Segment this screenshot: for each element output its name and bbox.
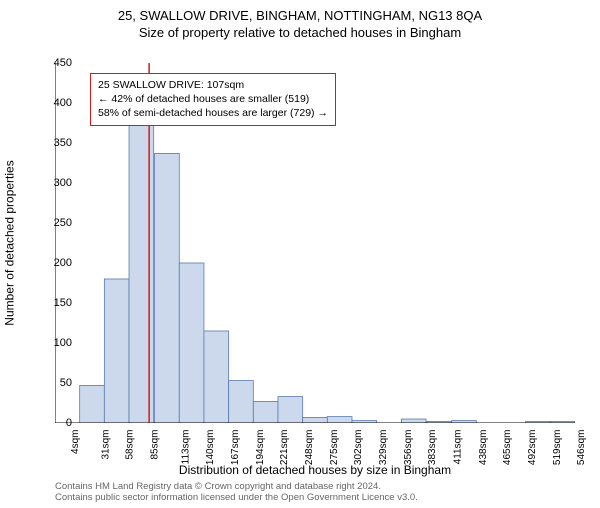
x-tick: 411sqm bbox=[452, 430, 463, 465]
x-tick: 248sqm bbox=[304, 430, 315, 466]
x-tick: 383sqm bbox=[427, 430, 438, 466]
chart-title: 25, SWALLOW DRIVE, BINGHAM, NOTTINGHAM, … bbox=[0, 8, 600, 23]
footer-credits: Contains HM Land Registry data © Crown c… bbox=[55, 482, 418, 504]
x-tick: 546sqm bbox=[576, 430, 587, 466]
y-tick: 400 bbox=[32, 97, 72, 109]
chart-container: 25, SWALLOW DRIVE, BINGHAM, NOTTINGHAM, … bbox=[0, 8, 600, 508]
x-tick: 465sqm bbox=[502, 430, 513, 466]
x-tick: 492sqm bbox=[527, 430, 538, 466]
x-tick: 519sqm bbox=[552, 430, 563, 466]
y-tick: 50 bbox=[32, 377, 72, 389]
x-tick: 329sqm bbox=[378, 430, 389, 466]
annotation-line3: 58% of semi-detached houses are larger (… bbox=[98, 106, 328, 120]
x-tick: 85sqm bbox=[150, 430, 161, 460]
y-tick: 350 bbox=[32, 137, 72, 149]
x-tick: 302sqm bbox=[353, 430, 364, 466]
annotation-box: 25 SWALLOW DRIVE: 107sqm ← 42% of detach… bbox=[90, 73, 336, 126]
footer-line2: Contains public sector information licen… bbox=[55, 493, 418, 504]
x-axis-label: Distribution of detached houses by size … bbox=[55, 463, 575, 477]
y-tick: 100 bbox=[32, 337, 72, 349]
x-tick: 194sqm bbox=[255, 430, 266, 466]
annotation-line1: 25 SWALLOW DRIVE: 107sqm bbox=[98, 78, 328, 92]
annotation-line2: ← 42% of detached houses are smaller (51… bbox=[98, 92, 328, 106]
y-tick: 200 bbox=[32, 257, 72, 269]
x-tick: 221sqm bbox=[279, 430, 290, 466]
y-tick: 250 bbox=[32, 217, 72, 229]
x-tick: 167sqm bbox=[230, 430, 241, 466]
x-tick: 4sqm bbox=[70, 430, 81, 454]
y-tick: 150 bbox=[32, 297, 72, 309]
y-tick: 0 bbox=[32, 417, 72, 429]
x-tick: 356sqm bbox=[403, 430, 414, 466]
x-tick: 58sqm bbox=[125, 430, 136, 460]
x-tick: 275sqm bbox=[329, 430, 340, 466]
x-tick: 113sqm bbox=[180, 430, 191, 465]
y-tick: 300 bbox=[32, 177, 72, 189]
x-tick: 438sqm bbox=[478, 430, 489, 466]
chart-subtitle: Size of property relative to detached ho… bbox=[0, 25, 600, 40]
y-axis-label: Number of detached properties bbox=[3, 63, 17, 423]
y-tick: 450 bbox=[32, 57, 72, 69]
x-tick: 31sqm bbox=[100, 430, 111, 460]
x-tick: 140sqm bbox=[205, 430, 216, 466]
